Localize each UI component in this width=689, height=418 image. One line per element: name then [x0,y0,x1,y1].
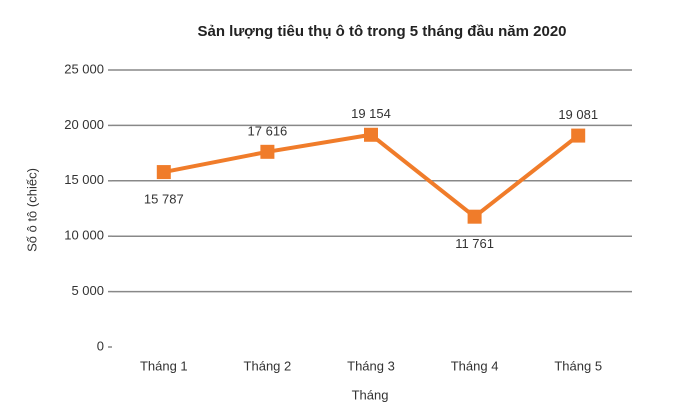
x-tick-label: Tháng 1 [140,358,188,373]
data-label: 19 081 [558,107,598,122]
y-tick-label: 15 000 [64,172,104,187]
marker [571,128,586,143]
marker [467,209,482,224]
x-tick-label: Tháng 3 [347,358,395,373]
data-label: 17 616 [248,123,288,138]
marker [260,144,275,159]
data-label: 11 761 [455,236,494,251]
x-axis-label: Tháng [352,387,389,402]
marker [364,127,378,142]
chart-title: Sản lượng tiêu thụ ô tô trong 5 tháng đầ… [197,23,566,40]
y-tick-label: 25 000 [64,61,104,76]
y-tick-label: 10 000 [64,228,104,243]
y-axis-label: Số ô tô (chiếc) [24,168,39,252]
data-label: 19 154 [351,106,391,121]
y-tick-label: 5 000 [71,283,104,298]
x-tick-label: Tháng 4 [451,358,499,373]
data-label: 15 787 [144,192,184,207]
x-tick-label: Tháng 2 [244,358,292,373]
x-tick-label: Tháng 5 [554,358,602,373]
marker [156,165,171,180]
y-tick-label: 0 [97,338,104,353]
y-tick-label: 20 000 [64,117,104,132]
